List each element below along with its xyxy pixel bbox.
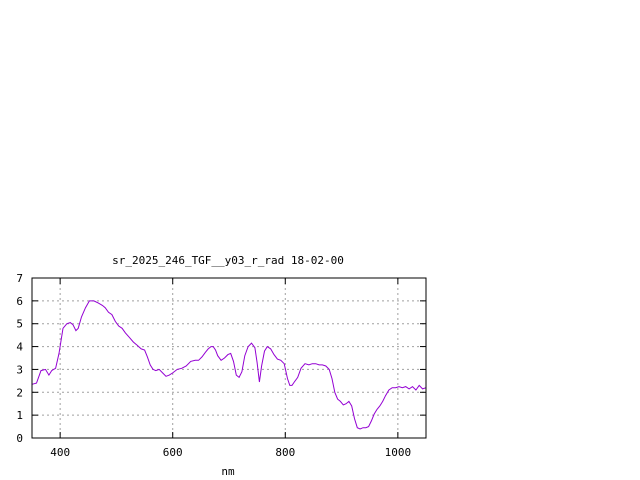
x-tick-label: 1000 [385,446,412,459]
plot-frame [31,277,427,439]
y-tick-label: 0 [16,432,23,445]
y-tick-label: 5 [16,318,23,331]
series-group [31,300,427,430]
series-line [31,300,427,430]
axis-ticks: 0 1 2 3 4 5 6 7 400 600 800 1000 [16,272,426,459]
x-tick-label: 600 [163,446,183,459]
x-tick-label: 800 [275,446,295,459]
y-tick-label: 3 [16,363,23,376]
grid-lines [32,278,426,438]
y-tick-label: 1 [16,409,23,422]
x-axis-label: nm [221,465,235,478]
y-tick-label: 7 [16,272,23,285]
chart-title: sr_2025_246_TGF__y03_r_rad 18-02-00 [112,254,344,267]
y-tick-label: 2 [16,386,23,399]
x-tick-label: 400 [50,446,70,459]
y-tick-label: 4 [16,341,23,354]
y-tick-label: 6 [16,295,23,308]
